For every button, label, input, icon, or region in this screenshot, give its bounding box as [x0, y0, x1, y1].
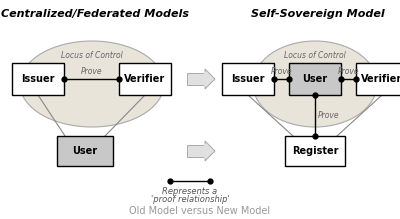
- Bar: [289, 63, 341, 95]
- Polygon shape: [205, 141, 215, 161]
- Bar: [356, 63, 400, 95]
- Bar: [285, 136, 345, 166]
- Text: Prove: Prove: [318, 111, 340, 120]
- Ellipse shape: [20, 41, 164, 127]
- Text: Prove: Prove: [271, 67, 292, 76]
- Text: User: User: [72, 146, 98, 156]
- Text: Issuer: Issuer: [231, 74, 265, 84]
- Text: 'proof relationship': 'proof relationship': [151, 194, 229, 203]
- Text: Old Model versus New Model: Old Model versus New Model: [130, 206, 270, 216]
- Bar: [57, 136, 113, 166]
- Text: Verifier: Verifier: [124, 74, 166, 84]
- Text: User: User: [302, 74, 328, 84]
- Text: Represents a: Represents a: [162, 187, 218, 196]
- Text: Prove: Prove: [338, 67, 359, 76]
- Text: Locus of Control: Locus of Control: [284, 51, 346, 60]
- Bar: [187, 73, 205, 85]
- Text: Prove: Prove: [81, 67, 102, 76]
- Bar: [12, 63, 64, 95]
- Text: Verifier: Verifier: [361, 74, 400, 84]
- Text: Register: Register: [292, 146, 338, 156]
- Bar: [119, 63, 171, 95]
- Ellipse shape: [253, 41, 377, 127]
- Bar: [187, 145, 205, 157]
- Text: Issuer: Issuer: [21, 74, 55, 84]
- Text: Centralized/Federated Models: Centralized/Federated Models: [1, 9, 189, 19]
- Text: Self-Sovereign Model: Self-Sovereign Model: [251, 9, 385, 19]
- Polygon shape: [205, 69, 215, 89]
- Text: Locus of Control: Locus of Control: [61, 51, 123, 60]
- Bar: [222, 63, 274, 95]
